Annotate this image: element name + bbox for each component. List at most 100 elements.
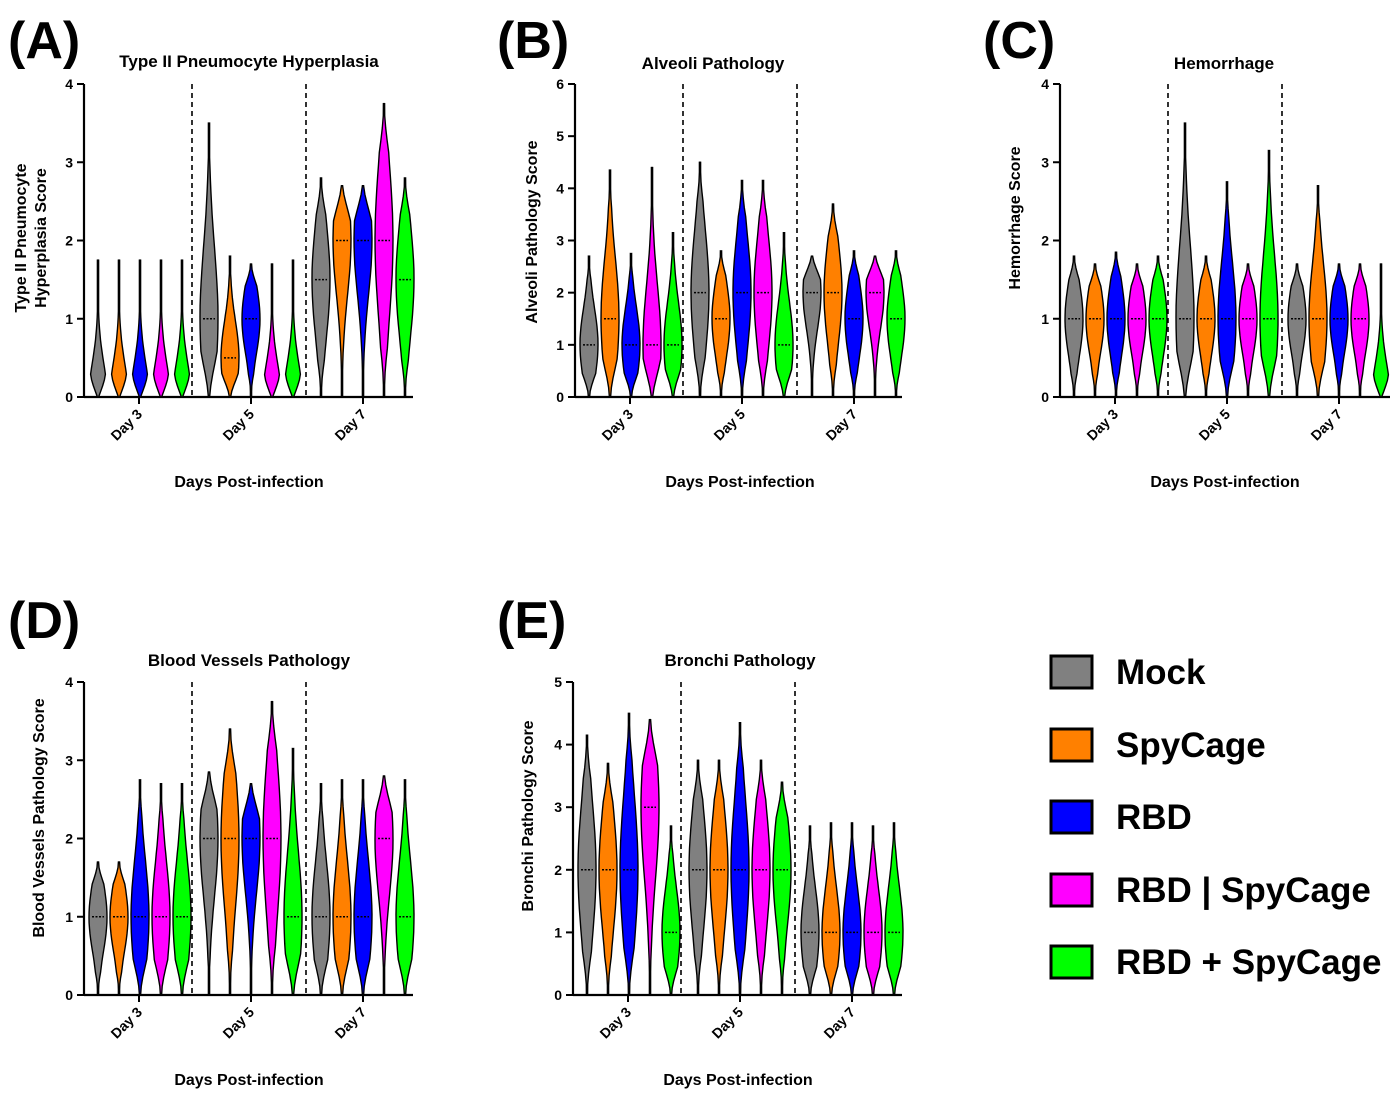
chart-title: Type II Pneumocyte Hyperplasia	[119, 52, 379, 71]
legend-label: RBD + SpyCage	[1116, 943, 1382, 982]
violin-rbd-spycage-day-5	[263, 263, 281, 398]
violin-rbd-spycage-day-3	[172, 782, 192, 996]
violin-rbd-spycage-day-5	[753, 179, 773, 398]
x-tick-label: Day 3	[598, 406, 636, 444]
violin-rbd-day-3	[621, 252, 641, 398]
y-tick-label: 1	[65, 909, 73, 925]
chart-title: Hemorrhage	[1174, 54, 1274, 73]
chart-title: Bronchi Pathology	[664, 651, 816, 670]
y-tick-label: 4	[554, 737, 562, 753]
y-tick-label: 3	[1041, 154, 1049, 170]
violin-mock-day-5	[199, 122, 219, 398]
panel-letter: (E)	[497, 592, 566, 650]
x-tick-label: Day 3	[107, 1004, 145, 1042]
violin-rbd-day-7	[353, 184, 373, 398]
violin-mock-day-5	[199, 771, 219, 996]
panel-e: (E) Bronchi Pathology Bronchi Pathology Sc…	[497, 592, 904, 1089]
y-tick-label: 1	[554, 924, 562, 940]
violin-mock-day-5	[690, 161, 710, 398]
violin-spycage-day-3	[109, 861, 129, 996]
violin-rbd-spycage-day-5	[1259, 149, 1279, 398]
violin-spycage-day-5	[1196, 255, 1216, 398]
violin-mock-day-7	[311, 782, 331, 996]
violin-rbd-spycage-day-3	[663, 231, 683, 398]
violin-rbd-spycage-day-7	[865, 255, 885, 398]
violin-mock-day-5	[1175, 122, 1195, 398]
x-tick-label: Day 5	[1195, 406, 1233, 444]
legend-label: SpyCage	[1116, 726, 1266, 765]
violin-rbd-spycage-day-5	[774, 231, 794, 398]
x-axis-label: Days Post-infection	[663, 1072, 812, 1089]
violin-mock-day-7	[800, 825, 820, 996]
violin-spycage-day-5	[220, 255, 240, 398]
violin-spycage-day-3	[598, 762, 618, 996]
y-tick-label: 1	[1041, 311, 1049, 327]
y-tick-label: 0	[556, 389, 564, 405]
legend-label: Mock	[1116, 653, 1206, 692]
violin-rbd-day-7	[353, 779, 373, 996]
violin-rbd-spycage-day-3	[151, 782, 171, 996]
panel-d: (D) Blood Vessels Pathology Blood Vessels …	[8, 592, 415, 1089]
legend: Mock SpyCage RBD RBD | SpyCage RBD + SpyCage	[1049, 653, 1382, 982]
y-tick-label: 2	[65, 233, 73, 249]
y-tick-label: 3	[65, 752, 73, 768]
y-axis-label: Bronchi Pathology Score	[520, 720, 537, 911]
violin-rbd-day-3	[1106, 251, 1126, 398]
violin-mock-day-7	[1287, 263, 1307, 398]
panel-c: (C) Hemorrhage Hemorrhage Score Days Post-i…	[983, 12, 1390, 491]
y-tick-label: 5	[554, 674, 562, 690]
violin-rbd-spycage-day-3	[1127, 263, 1147, 398]
legend-swatch	[1049, 799, 1094, 835]
x-axis-label: Days Post-infection	[174, 1072, 323, 1089]
violin-rbd-day-5	[730, 721, 750, 996]
chart-title: Blood Vessels Pathology	[148, 651, 351, 670]
violin-rbd-day-5	[241, 782, 261, 996]
violin-mock-day-5	[688, 759, 708, 996]
violin-rbd-day-7	[844, 250, 864, 398]
violin-rbd-spycage-day-7	[863, 825, 883, 996]
y-axis-label: Blood Vessels Pathology Score	[31, 698, 48, 937]
x-tick-label: Day 5	[708, 1004, 746, 1042]
violin-spycage-day-7	[821, 822, 841, 996]
violin-rbd-day-3	[130, 779, 150, 996]
violin-mock-day-3	[88, 861, 108, 996]
violin-spycage-day-3	[1085, 263, 1105, 398]
violin-rbd-day-5	[1217, 181, 1237, 398]
x-tick-label: Day 5	[219, 1004, 257, 1042]
violin-rbd-spycage-day-5	[284, 259, 302, 398]
y-tick-label: 3	[554, 799, 562, 815]
x-tick-label: Day 7	[331, 1004, 369, 1042]
y-tick-label: 1	[65, 311, 73, 327]
y-axis-label: Type II Pneumocyte Hyperplasia Score	[13, 163, 50, 312]
legend-swatch	[1049, 944, 1094, 980]
violin-rbd-spycage-day-7	[1372, 263, 1390, 398]
y-tick-label: 0	[554, 987, 562, 1003]
y-tick-label: 3	[556, 233, 564, 249]
panel-letter: (A)	[8, 12, 80, 70]
chart-title: Alveoli Pathology	[642, 54, 785, 73]
x-tick-label: Day 7	[822, 406, 860, 444]
legend-swatch	[1049, 872, 1094, 908]
x-tick-label: Day 5	[219, 406, 257, 444]
violin-rbd-spycage-day-5	[283, 747, 303, 996]
y-tick-label: 4	[65, 76, 73, 92]
violin-rbd-spycage-day-7	[886, 250, 906, 398]
y-tick-label: 6	[556, 76, 564, 92]
violin-spycage-day-7	[332, 184, 352, 398]
x-tick-label: Day 7	[820, 1004, 858, 1042]
y-tick-label: 4	[65, 674, 73, 690]
violin-rbd-spycage-day-3	[173, 259, 191, 398]
violin-mock-day-7	[311, 177, 331, 398]
y-axis-label: Alveoli Pathology Score	[524, 140, 541, 323]
violin-rbd-spycage-day-3	[642, 166, 662, 398]
y-tick-label: 5	[556, 128, 564, 144]
violin-spycage-day-7	[823, 203, 843, 398]
x-axis-label: Days Post-infection	[665, 474, 814, 491]
violin-rbd-spycage-day-3	[152, 259, 170, 398]
violin-rbd-spycage-day-3	[1148, 255, 1168, 398]
y-tick-label: 4	[556, 180, 564, 196]
x-tick-label: Day 3	[596, 1004, 634, 1042]
violin-mock-day-3	[577, 734, 597, 996]
violin-rbd-spycage-day-5	[751, 759, 771, 996]
